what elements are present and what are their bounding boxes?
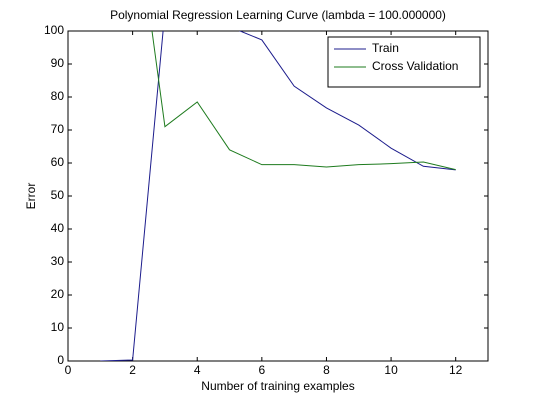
y-tick-label: 80	[51, 89, 65, 103]
x-tick-label: 4	[194, 363, 201, 377]
legend-box	[327, 36, 481, 88]
chart-title: Polynomial Regression Learning Curve (la…	[110, 8, 446, 22]
legend-label: Train	[372, 41, 399, 55]
y-tick-label: 90	[51, 56, 65, 70]
y-tick-label: 0	[57, 353, 64, 367]
x-axis-label: Number of training examples	[201, 379, 354, 393]
x-tick-label: 0	[65, 363, 72, 377]
x-tick-label: 12	[449, 363, 463, 377]
y-tick-label: 10	[51, 320, 65, 334]
y-tick-label: 70	[51, 122, 65, 136]
x-tick-label: 6	[259, 363, 266, 377]
y-tick-label: 50	[51, 188, 65, 202]
legend-label: Cross Validation	[372, 59, 458, 73]
y-tick-label: 60	[51, 155, 65, 169]
y-tick-label: 30	[51, 254, 65, 268]
series-line	[151, 31, 456, 171]
y-tick-label: 100	[44, 23, 64, 37]
y-axis-label: Error	[24, 183, 38, 210]
series-line	[100, 31, 456, 361]
x-tick-label: 2	[129, 363, 136, 377]
x-tick-label: 8	[323, 363, 330, 377]
series-group	[100, 31, 456, 361]
y-tick-label: 40	[51, 221, 65, 235]
x-tick-label: 10	[384, 363, 398, 377]
y-tick-label: 20	[51, 287, 65, 301]
